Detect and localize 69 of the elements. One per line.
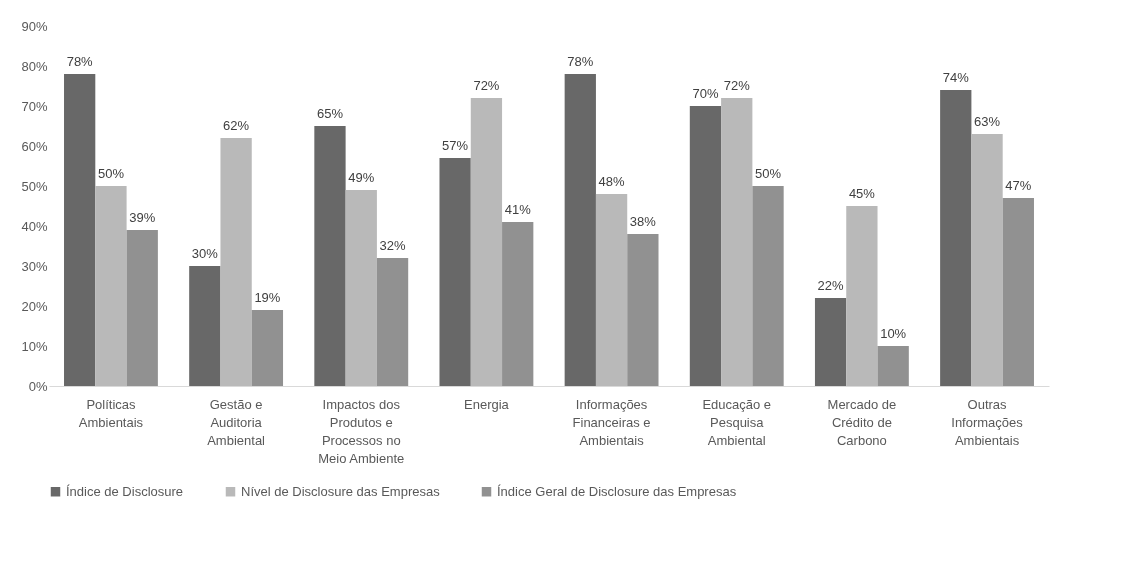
data-label: 62% — [223, 118, 250, 133]
data-label: 49% — [348, 170, 375, 185]
data-label: 47% — [1005, 178, 1032, 193]
bar — [689, 106, 722, 386]
y-tick-label: 0% — [28, 378, 48, 394]
legend-label: Nível de Disclosure das Empresas — [241, 483, 441, 499]
data-label: 39% — [129, 210, 156, 225]
bar — [627, 234, 659, 386]
x-tick-label: Mercado de Crédito de Carbono — [827, 396, 897, 448]
data-label: 19% — [254, 290, 281, 305]
data-label: 78% — [567, 54, 594, 69]
y-tick-label: 60% — [21, 138, 48, 154]
x-tick-label: Políticas Ambientais — [78, 396, 144, 430]
bar — [1002, 198, 1034, 386]
bar — [595, 194, 628, 386]
legend-label: Índice Geral de Disclosure das Empresas — [497, 483, 737, 499]
data-label: 72% — [473, 78, 500, 93]
data-label: 41% — [504, 202, 532, 217]
data-label: 74% — [942, 70, 970, 85]
data-label: 70% — [692, 86, 719, 101]
y-tick-label: 30% — [21, 258, 48, 274]
bar — [345, 190, 377, 386]
x-tick-label: Educação e Pesquisa Ambiental — [702, 396, 772, 448]
bar — [376, 258, 409, 386]
data-label: 57% — [442, 138, 469, 153]
y-tick-label: 50% — [21, 178, 48, 194]
bar — [564, 74, 596, 386]
data-label: 22% — [817, 278, 845, 293]
legend-label: Índice de Disclosure — [66, 483, 184, 499]
bar — [95, 186, 127, 386]
data-label: 30% — [191, 246, 219, 261]
bar — [752, 186, 784, 386]
y-tick-label: 90% — [21, 18, 48, 34]
y-tick-label: 40% — [21, 218, 48, 234]
x-tick-label: Informações Financeiras e Ambientais — [572, 396, 651, 448]
x-tick-label: Gestão e Auditoria Ambiental — [207, 396, 266, 448]
data-label: 48% — [598, 174, 626, 189]
y-tick-label: 10% — [21, 338, 48, 354]
data-label: 10% — [880, 326, 907, 341]
data-label: 50% — [755, 166, 782, 181]
data-label: 78% — [66, 54, 94, 69]
bar — [314, 126, 346, 386]
data-label: 65% — [316, 106, 344, 121]
data-label: 38% — [629, 214, 657, 229]
data-label: 45% — [848, 186, 876, 201]
bar — [64, 74, 96, 386]
y-tick-label: 80% — [21, 58, 48, 74]
bar — [220, 138, 252, 386]
bar — [251, 310, 284, 386]
bar — [877, 346, 909, 386]
y-tick-label: 20% — [21, 298, 48, 314]
bar — [814, 298, 847, 386]
bar — [971, 134, 1003, 386]
x-tick-label: Impactos dos Produtos e Processos no Meio Ambiente — [318, 396, 405, 466]
bar — [189, 266, 221, 386]
x-tick-label: Outras Informações Ambientais — [951, 396, 1024, 448]
y-tick-label: 70% — [21, 98, 48, 114]
data-label: 72% — [723, 78, 751, 93]
bar — [846, 206, 878, 386]
data-label: 50% — [97, 166, 125, 181]
bar — [126, 230, 158, 386]
x-tick-label: Energia — [464, 396, 510, 412]
data-label: 32% — [379, 238, 406, 253]
bar — [439, 158, 471, 386]
bar — [721, 98, 753, 386]
bar — [940, 90, 972, 386]
bar — [502, 222, 534, 386]
data-label: 63% — [974, 114, 1001, 129]
bar — [470, 98, 503, 386]
